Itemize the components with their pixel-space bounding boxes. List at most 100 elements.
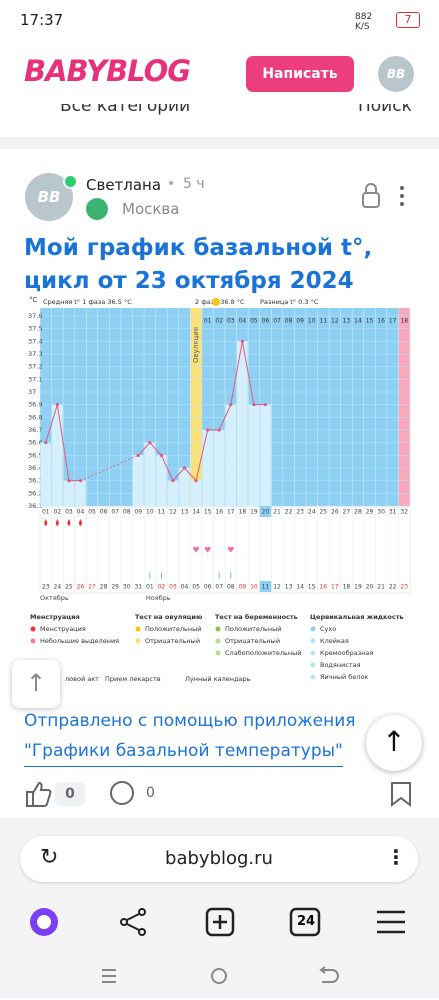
- y-tick-label: 36.4: [28, 464, 42, 472]
- categories[interactable]: Все категории: [60, 104, 191, 116]
- x-tick-label: 22: [285, 509, 293, 516]
- post-icons[interactable]: [360, 183, 408, 211]
- date-label: 02: [158, 584, 166, 591]
- x-tick-label: 03: [65, 509, 73, 516]
- legend-item: Слабоположительный: [225, 649, 301, 657]
- point: [67, 479, 71, 483]
- date-label: 28: [100, 584, 108, 591]
- menu-icon[interactable]: ⋮: [386, 845, 406, 869]
- x-tick-label: 02: [54, 509, 62, 516]
- legend-item: Сухо: [320, 625, 336, 633]
- search[interactable]: Поиск: [358, 104, 412, 116]
- y-tick-label: 36.5: [28, 451, 42, 459]
- y-tick-label: 37.6: [28, 312, 42, 320]
- time: 17:37: [20, 11, 64, 29]
- phase2-day: 01: [204, 318, 212, 325]
- bar: [260, 404, 271, 506]
- bar: [190, 480, 202, 506]
- footer-link[interactable]: Отправлено с помощью приложения "Графики …: [24, 706, 356, 767]
- x-tick-label: 11: [158, 509, 166, 516]
- phase2-day: 13: [343, 318, 351, 325]
- post-title: Мой график базальной t°, цикл от 23 октя…: [24, 235, 373, 294]
- bar: [63, 480, 75, 506]
- point: [206, 428, 210, 432]
- up-button[interactable]: ↑: [366, 715, 422, 771]
- y-tick-label: 37: [28, 388, 36, 396]
- x-tick-label: 14: [192, 509, 200, 516]
- x-tick-label: 07: [111, 509, 119, 516]
- y-tick-label: 36.9: [28, 401, 42, 409]
- point: [148, 441, 152, 445]
- logo[interactable]: BABYBLOG: [24, 54, 191, 88]
- comment-count[interactable]: 0: [146, 785, 155, 801]
- x-tick-label: 10: [146, 509, 154, 516]
- point: [136, 453, 140, 457]
- date-label: 23: [400, 584, 408, 591]
- url-bar[interactable]: ↻ babyblog.ru ⋮: [20, 836, 418, 882]
- x-tick-label: 27: [343, 509, 351, 516]
- scroll-top-button[interactable]: ↑: [12, 660, 60, 708]
- y-tick-label: 36.2: [28, 489, 42, 497]
- bar: [75, 480, 86, 506]
- drop-icon: [78, 519, 82, 526]
- legend-item: Водянистая: [320, 661, 361, 669]
- date-label: 04: [181, 584, 189, 591]
- net-speed: 882 K/S: [355, 12, 373, 32]
- y-tick-label: 36.6: [28, 439, 42, 447]
- tab-count[interactable]: 24: [296, 914, 316, 929]
- test-icon: I: [218, 572, 220, 581]
- point: [194, 479, 198, 483]
- legend-title: Тест на беременность: [215, 613, 298, 621]
- x-tick-label: 09: [134, 509, 142, 516]
- y-tick-label: 36.3: [28, 477, 42, 485]
- like-count[interactable]: 0: [55, 782, 85, 806]
- x-tick-label: 30: [377, 509, 385, 516]
- bar: [248, 404, 260, 506]
- phase2-day: 12: [331, 318, 339, 325]
- date-label: 29: [111, 584, 119, 591]
- nav-row: Все категории Поиск: [0, 104, 439, 124]
- date-label: 26: [77, 584, 85, 591]
- point: [159, 453, 164, 457]
- summary: Разница t° 0.3 °C: [260, 298, 319, 306]
- summary: 2 фаза 36.8 °C: [195, 298, 245, 306]
- x-tick-label: 05: [88, 509, 96, 516]
- unit-label: °C: [29, 296, 38, 304]
- battery: 7: [396, 12, 420, 28]
- date-label: 11: [262, 584, 270, 591]
- x-tick-label: 17: [227, 509, 235, 516]
- date-label: 10: [250, 584, 258, 591]
- x-tick-label: 26: [331, 509, 339, 516]
- today-cell: [259, 581, 272, 592]
- point: [55, 403, 59, 407]
- reload-icon[interactable]: ↻: [40, 845, 59, 870]
- legend-icon: [30, 638, 36, 644]
- user-avatar[interactable]: BB: [378, 56, 414, 92]
- heart-icon: ♥: [193, 546, 200, 555]
- status-bar: 17:37 882 K/S 7: [0, 0, 439, 40]
- legend-icon: [135, 638, 141, 644]
- phase2-day: 11: [319, 318, 327, 325]
- separator: [0, 137, 439, 149]
- phase2-day: 04: [239, 318, 247, 325]
- date-label: 23: [42, 584, 50, 591]
- date-label: 24: [54, 584, 62, 591]
- system-nav[interactable]: [0, 960, 439, 996]
- write-button[interactable]: Написать: [246, 56, 354, 92]
- author-name[interactable]: Светлана: [86, 176, 162, 194]
- x-tick-label: 15: [204, 509, 212, 516]
- drop-icon: [55, 519, 59, 526]
- phase2-day: 02: [215, 318, 223, 325]
- phase2-day: 10: [308, 318, 316, 325]
- legend-icon: [310, 662, 316, 668]
- chart: Овуляция 36.1 36.2 36.3 36.4 36.5 36.6 36.7 36.8…: [25, 295, 412, 685]
- x-tick-label: 16: [215, 509, 223, 516]
- date-label: 15: [308, 584, 316, 591]
- test-icon: I: [230, 572, 232, 581]
- x-tick-label: 06: [100, 509, 108, 516]
- bottom-nav[interactable]: [0, 900, 439, 948]
- extra-legend: ловой акт: [65, 675, 99, 683]
- y-tick-label: 36.7: [28, 426, 42, 434]
- point: [182, 466, 187, 470]
- x-tick-label: 32: [400, 509, 408, 516]
